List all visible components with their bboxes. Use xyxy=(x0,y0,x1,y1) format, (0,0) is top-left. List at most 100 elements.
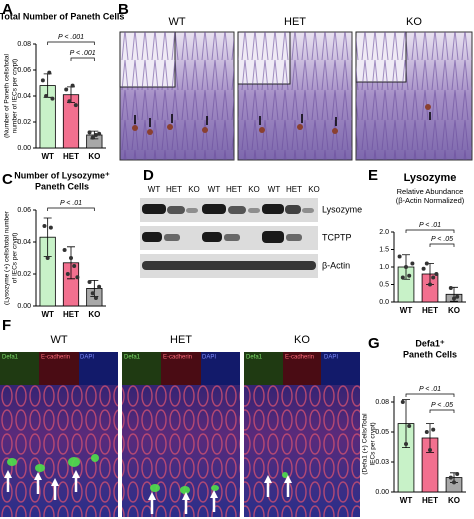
y-axis-label: IECs per crypt) xyxy=(370,422,377,465)
significance-label: P < .01 xyxy=(60,200,82,207)
y-tick-label: 0.03 xyxy=(375,459,389,466)
y-axis-label: (Number of Paneth cells/total xyxy=(4,54,11,138)
significance-bracket xyxy=(429,243,455,247)
data-point xyxy=(424,430,429,434)
y-axis-label-group: of IECs per crypt) xyxy=(12,233,19,284)
data-point xyxy=(431,275,436,280)
stain-label: Defa1 xyxy=(124,355,141,361)
data-point xyxy=(67,99,72,104)
column-label: WT xyxy=(168,16,185,28)
lane-label: HET xyxy=(166,185,182,194)
x-tick-label: KO xyxy=(88,310,100,319)
x-tick-label: KO xyxy=(448,306,460,315)
significance-label: P < .05 xyxy=(431,402,453,409)
data-point xyxy=(97,284,102,289)
y-axis-label-group: IECs per crypt) xyxy=(370,422,377,465)
y-tick-label: 0.0 xyxy=(379,299,389,306)
y-tick-label: 0.08 xyxy=(375,399,389,406)
data-point xyxy=(45,256,50,260)
chart-subtitle: Relative Abundance xyxy=(397,187,464,196)
data-point xyxy=(93,133,98,137)
y-tick-label: 0.05 xyxy=(375,429,389,436)
chart-title: Paneth Cells xyxy=(35,181,89,191)
data-point xyxy=(40,78,45,83)
data-point xyxy=(400,400,405,404)
fluorescence-images xyxy=(0,352,360,517)
stain-label: Defa1 xyxy=(246,355,263,361)
stain-label: E-cadherin xyxy=(163,355,192,361)
data-point xyxy=(42,224,47,228)
x-tick-label: WT xyxy=(400,306,413,315)
stain-label: DAPI xyxy=(80,355,94,361)
y-tick-label: 0.04 xyxy=(17,93,31,100)
stain-label: DAPI xyxy=(324,355,338,361)
image-layer xyxy=(0,31,473,517)
y-tick-label: 0.00 xyxy=(17,303,31,310)
error-bar xyxy=(426,423,434,453)
text-layer: A B C D E F G WT HET KO WT HET KO xyxy=(2,1,422,352)
x-tick-label: WT xyxy=(41,310,54,319)
y-tick-label: 0.5 xyxy=(379,281,389,288)
data-point xyxy=(87,130,92,135)
lane-label: KO xyxy=(308,185,320,194)
chart-title: Total Number of Paneth Cells xyxy=(0,11,124,21)
x-tick-label: WT xyxy=(41,152,54,161)
data-point xyxy=(397,254,402,259)
chart-title: Number of Lysozyme⁺ xyxy=(14,170,110,180)
y-axis-label: (Lysozyme (+) cells/total number xyxy=(4,210,11,305)
significance-bracket xyxy=(405,393,455,397)
column-label: WT xyxy=(50,334,67,346)
chart-subtitle: (β-Actin Normalized) xyxy=(396,196,465,205)
y-tick-label: 0.02 xyxy=(17,271,31,278)
data-point xyxy=(455,472,460,476)
data-point xyxy=(424,261,429,266)
y-tick-label: 0.02 xyxy=(17,119,31,126)
data-point xyxy=(452,296,456,301)
significance-label: P < .05 xyxy=(431,236,453,243)
y-tick-label: 2.0 xyxy=(379,229,389,236)
data-point xyxy=(455,294,460,299)
stain-label: Defa1 xyxy=(2,355,19,361)
texture xyxy=(356,32,406,82)
lane-label: HET xyxy=(226,185,242,194)
data-point xyxy=(93,296,98,300)
texture xyxy=(244,385,360,517)
defa1-signal xyxy=(7,454,288,494)
lane-label: KO xyxy=(188,185,200,194)
band-label: TCPTP xyxy=(322,232,352,242)
data-point xyxy=(434,272,439,276)
data-point xyxy=(70,83,75,88)
significance-bracket xyxy=(47,207,95,211)
x-tick-label: WT xyxy=(400,496,413,505)
significance-label: P < .001 xyxy=(70,50,96,57)
stain-label: E-cadherin xyxy=(41,355,70,361)
panel-label: G xyxy=(368,335,380,352)
x-tick-label: HET xyxy=(422,496,438,505)
lane-label: HET xyxy=(286,185,302,194)
lane-label: WT xyxy=(208,185,221,194)
y-tick-label: 1.5 xyxy=(379,246,389,253)
data-point xyxy=(87,280,92,284)
lane-label: WT xyxy=(268,185,281,194)
significance-bracket xyxy=(70,57,95,61)
x-tick-label: HET xyxy=(63,152,79,161)
chart-title: Defa1⁺ xyxy=(415,338,445,348)
x-tick-label: HET xyxy=(63,310,79,319)
histology-images xyxy=(119,31,473,161)
data-point xyxy=(452,480,456,485)
data-point xyxy=(48,225,53,230)
significance-label: P < .01 xyxy=(419,222,441,229)
data-point xyxy=(90,135,95,140)
arrows xyxy=(6,478,290,514)
stain-strips xyxy=(0,352,360,385)
bands xyxy=(142,204,316,270)
column-label: KO xyxy=(406,16,422,28)
significance-bracket xyxy=(429,409,455,413)
column-label: HET xyxy=(170,334,192,346)
y-axis-label: number of IECs per crypt) xyxy=(12,59,19,133)
y-tick-label: 1.0 xyxy=(379,264,389,271)
column-label: KO xyxy=(294,334,310,346)
y-tick-label: 0.04 xyxy=(17,239,31,246)
data-point xyxy=(400,275,405,280)
data-point xyxy=(428,282,432,287)
